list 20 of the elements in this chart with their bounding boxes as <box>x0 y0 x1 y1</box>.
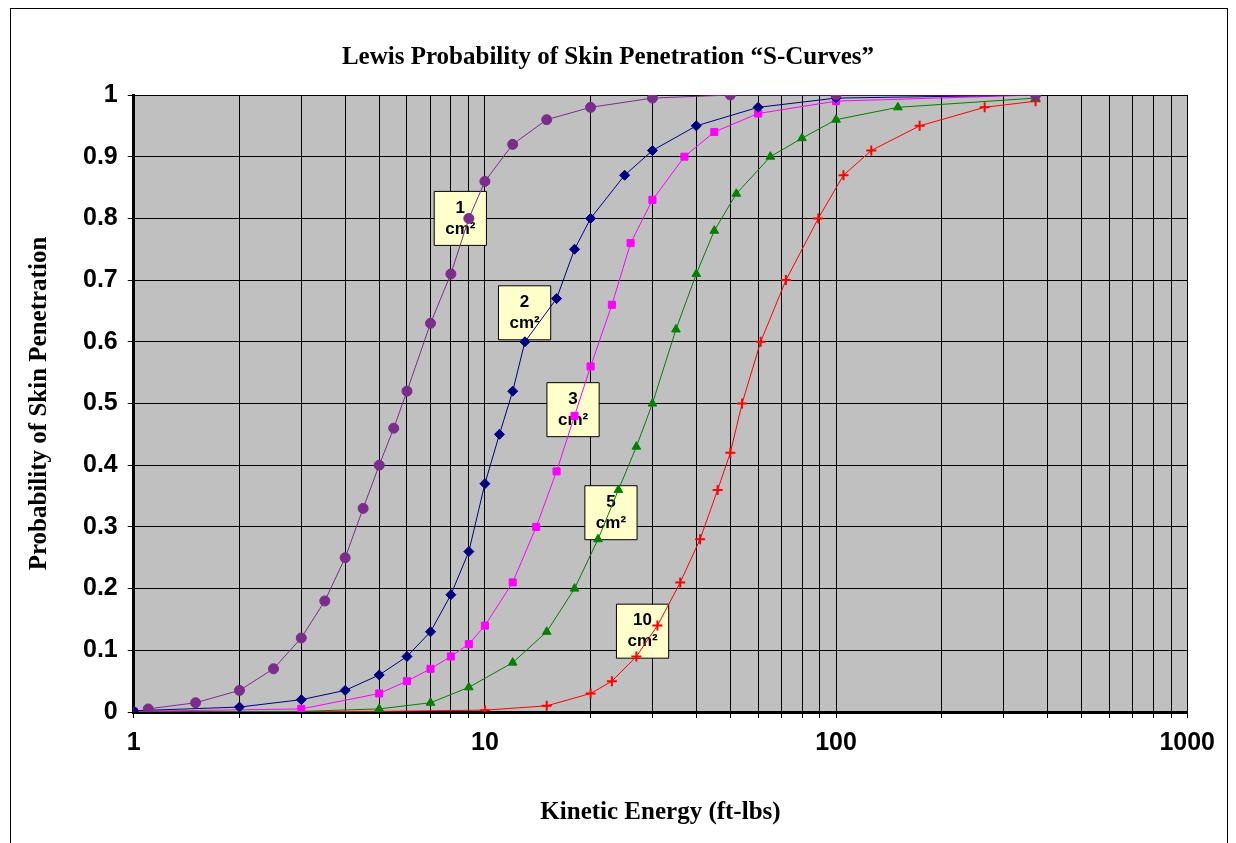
annotation: 2 cm² <box>509 291 541 332</box>
y-tick-label: 0.2 <box>82 572 118 601</box>
y-tick-label: 0.5 <box>82 387 118 416</box>
y-axis-title: Probability of Skin Penetration <box>24 236 52 571</box>
x-tick-label: 1 <box>126 726 141 755</box>
y-tick-label: 0 <box>103 695 118 724</box>
y-tick-label: 0.1 <box>82 634 118 663</box>
y-tick-label: 1 <box>103 78 118 107</box>
x-tick-label: 10 <box>470 726 499 755</box>
y-tick-label: 0.3 <box>82 510 118 539</box>
y-tick-label: 0.7 <box>82 263 118 292</box>
y-tick-label: 0.4 <box>82 449 118 478</box>
annotation: 1 cm² <box>445 197 476 238</box>
chart-title: Lewis Probability of Skin Penetration “S-Curves” <box>341 42 875 70</box>
x-tick-label: 100 <box>815 726 857 755</box>
x-tick-label: 1000 <box>1159 726 1215 755</box>
x-axis-title: Kinetic Energy (ft-lbs) <box>540 797 781 826</box>
y-tick-label: 0.9 <box>82 140 118 169</box>
y-tick-label: 0.8 <box>82 202 118 231</box>
y-tick-label: 0.6 <box>82 325 118 354</box>
